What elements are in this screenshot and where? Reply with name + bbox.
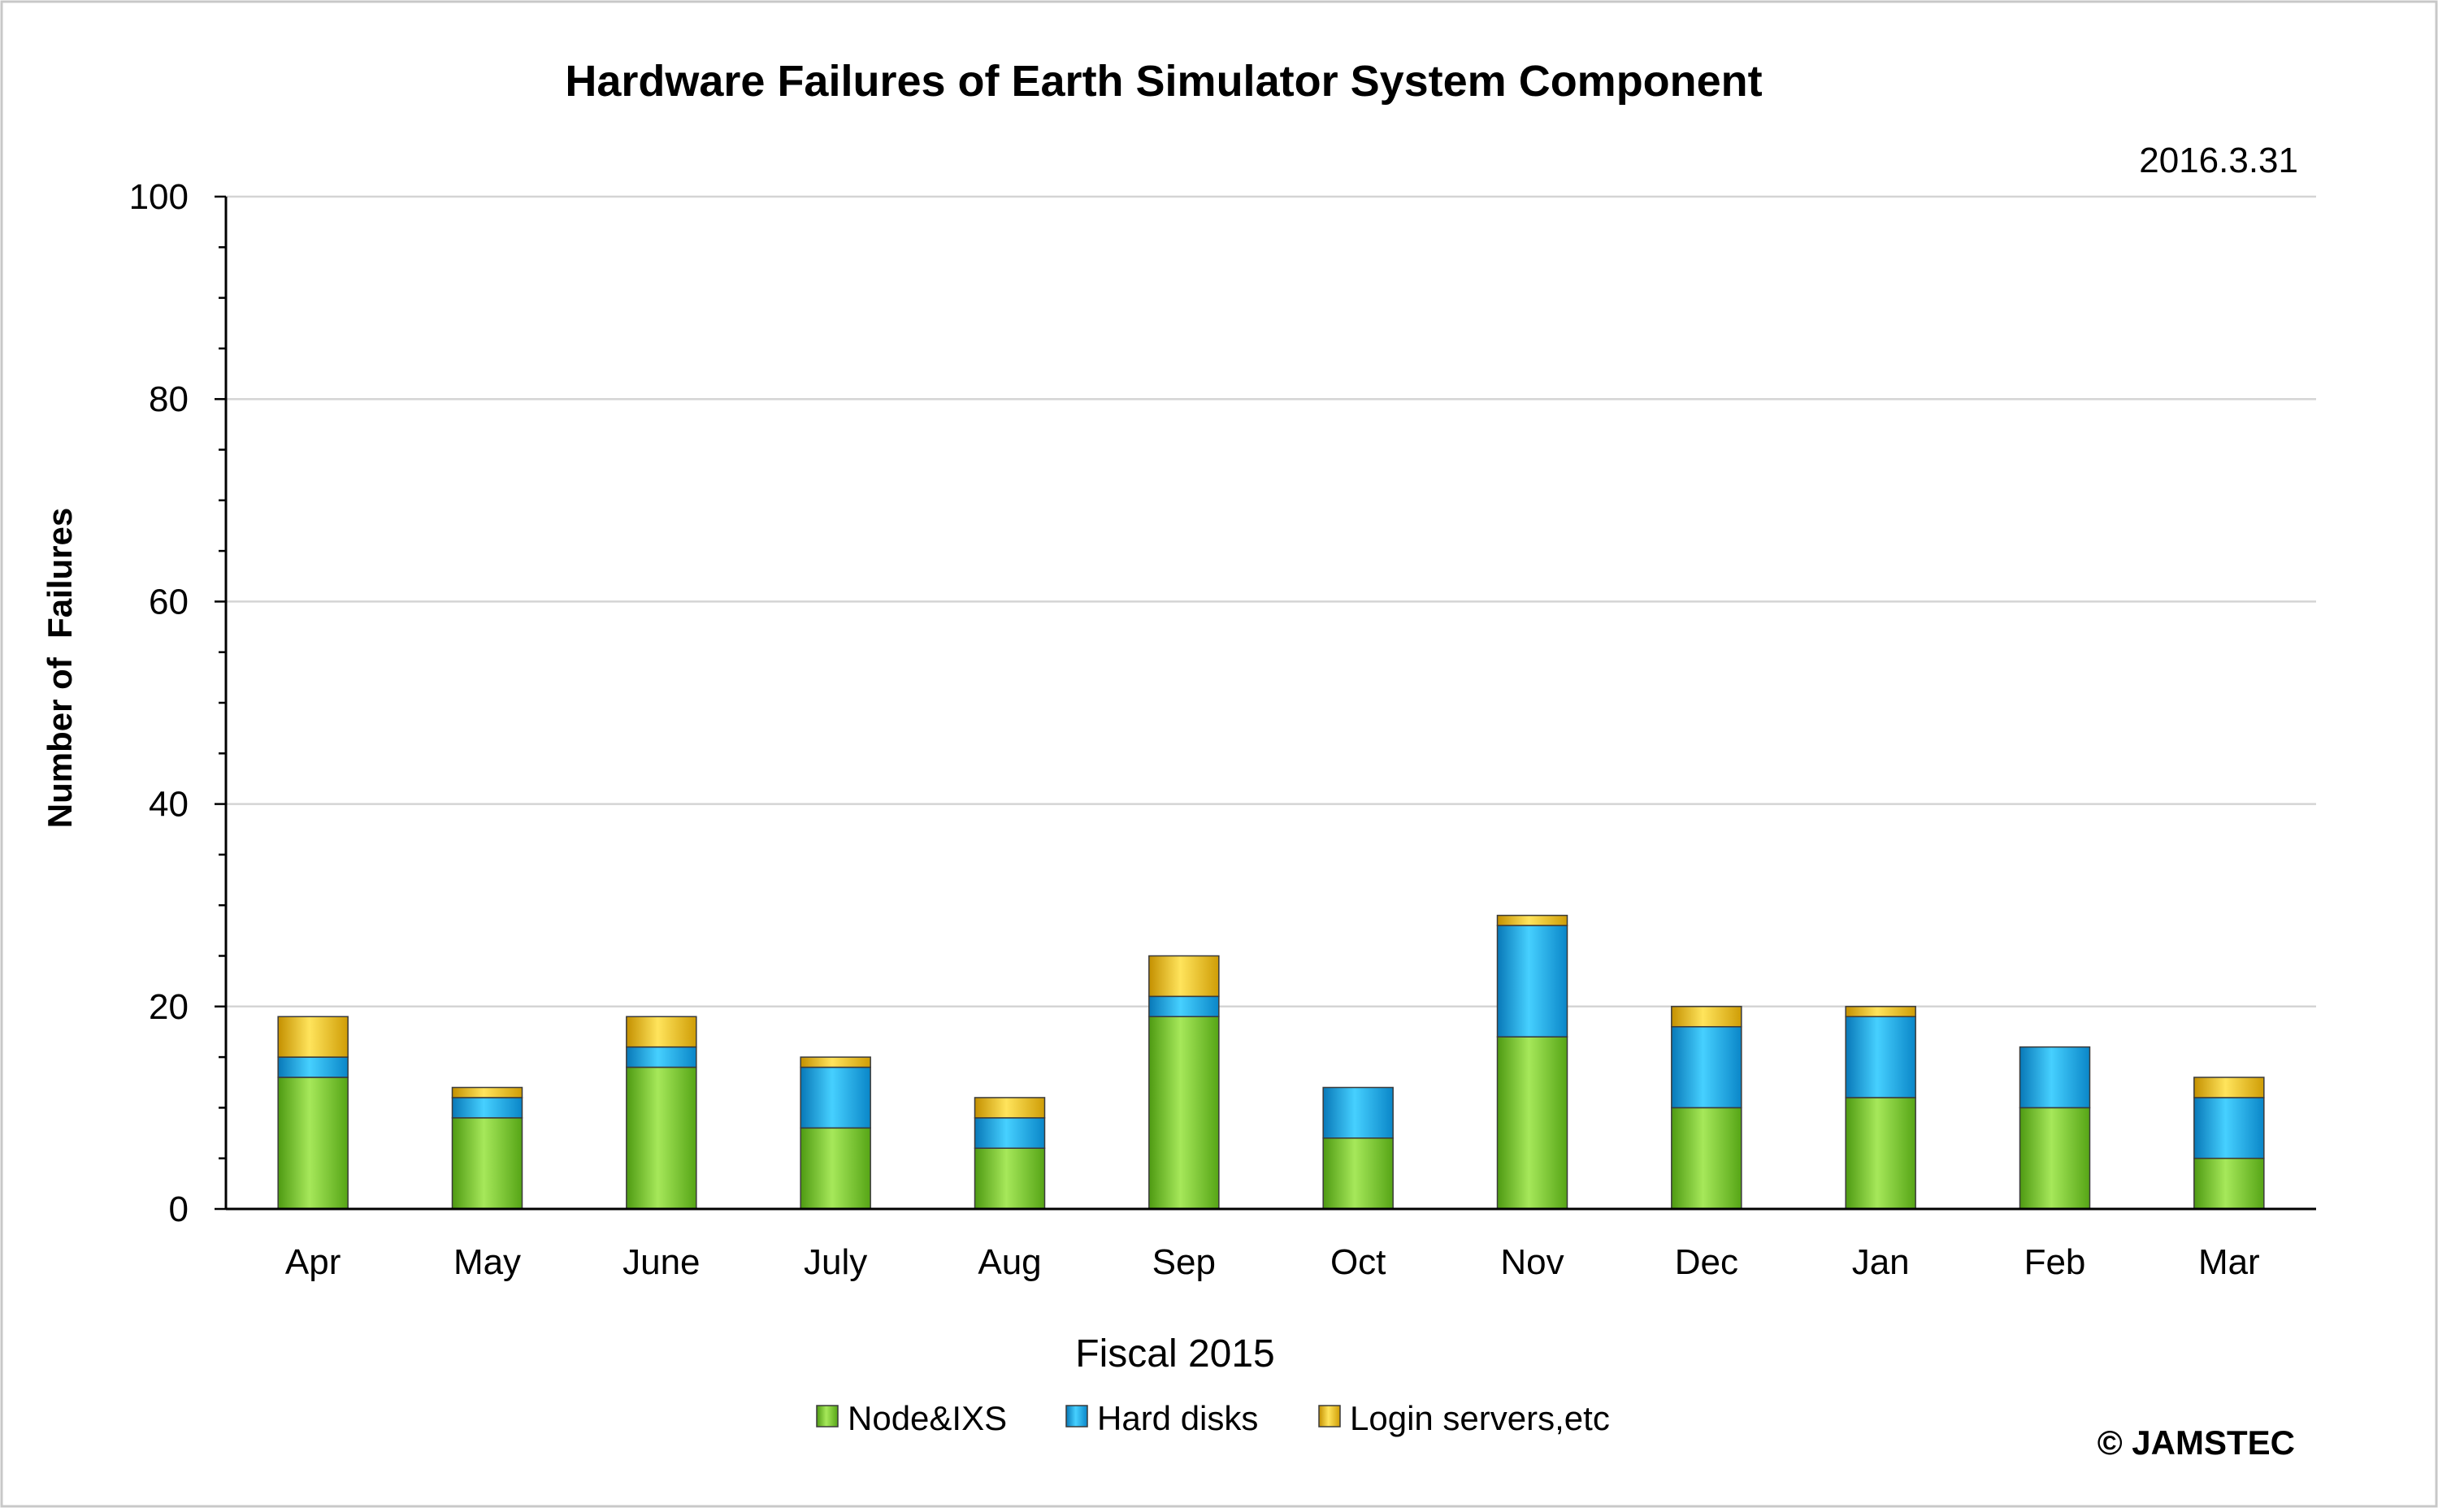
bar-segment-apr-1 (277, 1056, 349, 1078)
gridlines (226, 195, 2316, 1008)
x-tick-labels: Apr May June July Aug Sep Oct Nov Dec Jan Feb Mar (285, 1242, 2260, 1282)
legend-swatch (816, 1405, 839, 1428)
bar-segment-nov-0 (1496, 1036, 1568, 1210)
x-tick-label: Nov (1500, 1242, 1564, 1282)
x-tick-label: July (804, 1242, 867, 1282)
bar-segment-july-1 (800, 1066, 871, 1129)
bar-segment-sep-0 (1148, 1016, 1220, 1210)
bar-segment-aug-1 (974, 1117, 1046, 1149)
y-tick-labels: 0 20 40 60 80 100 (129, 177, 189, 1229)
x-tick-label: Apr (285, 1242, 341, 1282)
bar-segment-jan-0 (1845, 1097, 1916, 1210)
bar-segment-apr-2 (277, 1016, 349, 1058)
bar-segment-june-2 (626, 1016, 697, 1048)
bar-segment-june-1 (626, 1046, 697, 1068)
chart-date: 2016.3.31 (2139, 141, 2298, 180)
x-tick-label: Jan (1852, 1242, 1910, 1282)
legend: Node&IXS Hard disks Login servers,etc (816, 1399, 1610, 1437)
bar-segment-dec-1 (1671, 1025, 1742, 1109)
y-tick-label: 20 (149, 987, 189, 1027)
bar-segment-mar-1 (2193, 1097, 2265, 1159)
x-axis-title: Fiscal 2015 (1075, 1332, 1274, 1376)
y-tick-label: 80 (149, 379, 189, 419)
bar-segment-jan-2 (1845, 1006, 1916, 1018)
bar-segment-july-0 (800, 1127, 871, 1210)
x-tick-label: June (623, 1242, 700, 1282)
legend-swatch (1065, 1405, 1088, 1428)
bar-segment-oct-0 (1322, 1137, 1394, 1210)
x-tick-label: Sep (1152, 1242, 1216, 1282)
bar-segment-may-1 (451, 1097, 523, 1119)
bar-segment-aug-2 (974, 1097, 1046, 1119)
bar-segment-nov-2 (1496, 914, 1568, 926)
legend-label: Node&IXS (848, 1399, 1007, 1437)
bar-segment-feb-0 (2019, 1107, 2091, 1210)
bar-segment-jan-1 (1845, 1016, 1916, 1098)
x-tick-label: May (453, 1242, 521, 1282)
legend-label: Login servers,etc (1350, 1399, 1610, 1437)
bar-segment-nov-1 (1496, 925, 1568, 1038)
y-tick-label: 0 (169, 1189, 189, 1229)
bars (277, 914, 2265, 1210)
bar-segment-oct-1 (1322, 1086, 1394, 1139)
legend-label: Hard disks (1097, 1399, 1258, 1437)
y-tick-label: 60 (149, 582, 189, 622)
x-tick-label: Aug (978, 1242, 1041, 1282)
bar-segment-feb-1 (2019, 1046, 2091, 1109)
bar-segment-june-0 (626, 1066, 697, 1210)
bar-segment-apr-0 (277, 1077, 349, 1210)
bar-segment-sep-2 (1148, 955, 1220, 998)
x-tick-label: Feb (2024, 1242, 2086, 1282)
bar-segment-may-0 (451, 1117, 523, 1210)
y-tick-label: 40 (149, 785, 189, 825)
y-axis-title: Number of Failures (41, 508, 79, 828)
x-tick-label: Mar (2198, 1242, 2260, 1282)
bar-segment-aug-0 (974, 1147, 1046, 1210)
copyright-label: © JAMSTEC (2097, 1423, 2295, 1462)
chart-title: Hardware Failures of Earth Simulator Sys… (565, 57, 1762, 106)
bar-segment-july-2 (800, 1056, 871, 1068)
x-tick-label: Oct (1330, 1242, 1386, 1282)
y-tick-label: 100 (129, 177, 189, 217)
x-tick-label: Dec (1675, 1242, 1738, 1282)
bar-segment-mar-2 (2193, 1077, 2265, 1098)
axes (215, 195, 2316, 1211)
bar-segment-mar-0 (2193, 1157, 2265, 1210)
legend-swatch (1318, 1405, 1341, 1428)
bar-segment-may-2 (451, 1086, 523, 1098)
bar-segment-sep-1 (1148, 995, 1220, 1018)
bar-segment-dec-0 (1671, 1107, 1742, 1210)
bar-segment-dec-2 (1671, 1006, 1742, 1028)
